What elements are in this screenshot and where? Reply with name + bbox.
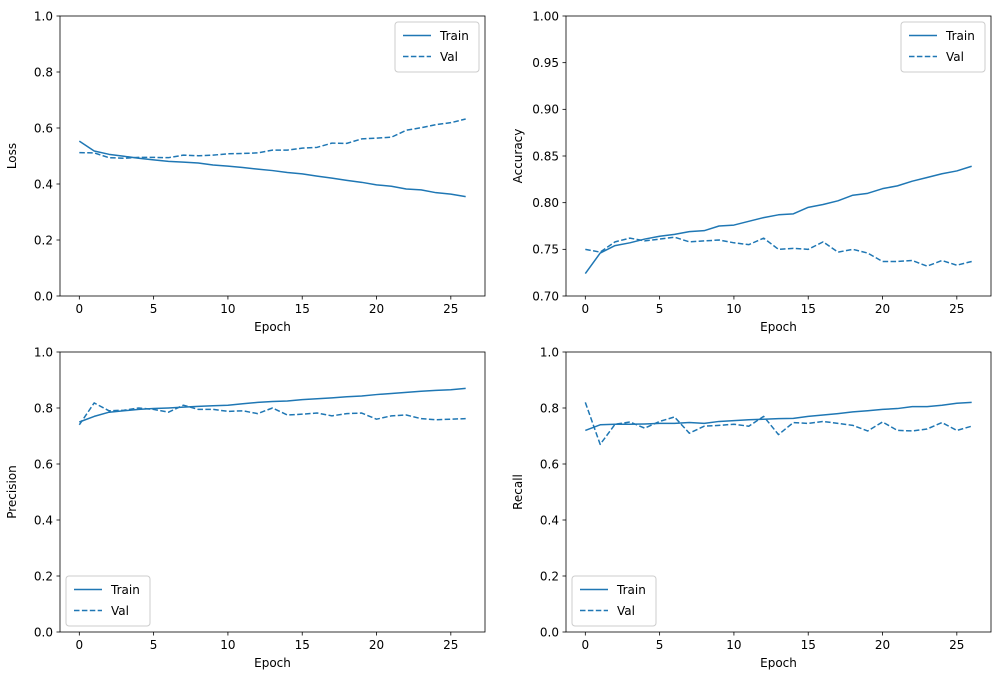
- y-tick-label: 0.85: [532, 149, 559, 163]
- legend-label-train: Train: [945, 29, 975, 43]
- x-tick-label: 15: [295, 638, 310, 652]
- series-line-val: [584, 402, 972, 446]
- y-tick-label: 0.2: [540, 569, 559, 583]
- legend-box: [394, 21, 480, 73]
- legend-label-val: Val: [440, 50, 458, 64]
- y-tick-label: 0.2: [34, 233, 53, 247]
- y-tick-label: 0.6: [540, 457, 559, 471]
- x-tick-label: 10: [726, 638, 741, 652]
- y-tick-label: 1.0: [34, 345, 53, 359]
- x-axis-label: Epoch: [760, 656, 797, 670]
- y-tick-label: 0.0: [540, 625, 559, 639]
- legend-label-train: Train: [110, 583, 140, 597]
- x-tick-label: 25: [949, 302, 964, 316]
- legend-box: [65, 575, 151, 627]
- x-tick-label: 15: [801, 638, 816, 652]
- x-tick-label: 5: [150, 302, 158, 316]
- x-tick-label: 0: [75, 638, 83, 652]
- y-tick-label: 0.95: [532, 56, 559, 70]
- x-tick-label: 15: [801, 302, 816, 316]
- x-tick-label: 20: [875, 302, 890, 316]
- legend-label-val: Val: [946, 50, 964, 64]
- x-tick-label: 5: [656, 638, 664, 652]
- y-axis-label: Precision: [5, 465, 19, 519]
- x-tick-label: 20: [875, 638, 890, 652]
- x-axis-label: Epoch: [760, 320, 797, 334]
- x-tick-label: 20: [369, 638, 384, 652]
- legend: Train Val: [65, 575, 151, 627]
- y-tick-label: 0.6: [34, 121, 53, 135]
- plot-frame: [565, 351, 992, 633]
- y-tick-label: 0.8: [34, 65, 53, 79]
- plot-frame: [59, 351, 486, 633]
- y-tick-label: 1.00: [532, 9, 559, 23]
- y-tick-label: 0.0: [34, 289, 53, 303]
- y-axis-label: Loss: [5, 143, 19, 169]
- y-tick-label: 0.4: [34, 177, 53, 191]
- precision-chart: 0 5 10 15 20 25 0.0 0.2 0.4 0.6 0.8 1.0 Epoch Precisi…: [5, 345, 486, 670]
- y-tick-label: 0.6: [34, 457, 53, 471]
- x-tick-label: 0: [75, 302, 83, 316]
- series-line-train: [78, 140, 466, 198]
- legend-label-val: Val: [111, 604, 129, 618]
- y-tick-label: 1.0: [540, 345, 559, 359]
- y-tick-label: 0.2: [34, 569, 53, 583]
- y-tick-label: 0.8: [34, 401, 53, 415]
- legend-label-train: Train: [616, 583, 646, 597]
- plot-frame: [59, 15, 486, 297]
- recall-chart: 0 5 10 15 20 25 0.0 0.2 0.4 0.6 0.8 1.0 Epoch Recall T…: [511, 345, 992, 670]
- y-tick-label: 1.0: [34, 9, 53, 23]
- x-tick-label: 10: [220, 302, 235, 316]
- y-tick-label: 0.90: [532, 103, 559, 117]
- x-tick-label: 25: [443, 638, 458, 652]
- accuracy-chart: 0 5 10 15 20 25 0.70 0.75 0.80 0.85 0.90 0.95 1.00 Ep…: [511, 9, 992, 334]
- loss-chart: 0 5 10 15 20 25 0.0 0.2 0.4 0.6 0.8 1.0 Epoch Loss Tra…: [5, 9, 486, 334]
- x-tick-label: 25: [443, 302, 458, 316]
- x-tick-label: 25: [949, 638, 964, 652]
- y-tick-label: 0.75: [532, 243, 559, 257]
- series-line-train: [584, 165, 972, 275]
- x-tick-label: 20: [369, 302, 384, 316]
- x-tick-label: 10: [220, 638, 235, 652]
- y-tick-label: 0.80: [532, 196, 559, 210]
- legend-box: [900, 21, 986, 73]
- x-tick-label: 15: [295, 302, 310, 316]
- x-axis-label: Epoch: [254, 656, 291, 670]
- x-tick-label: 5: [656, 302, 664, 316]
- legend: Train Val: [900, 21, 986, 73]
- x-tick-label: 0: [581, 638, 589, 652]
- y-tick-label: 0.4: [540, 513, 559, 527]
- legend-box: [571, 575, 657, 627]
- legend: Train Val: [394, 21, 480, 73]
- legend-label-val: Val: [617, 604, 635, 618]
- x-tick-label: 0: [581, 302, 589, 316]
- series-line-train: [79, 387, 466, 423]
- y-tick-label: 0.0: [34, 625, 53, 639]
- x-tick-label: 5: [150, 638, 158, 652]
- legend: Train Val: [571, 575, 657, 627]
- x-axis-label: Epoch: [254, 320, 291, 334]
- y-tick-label: 0.70: [532, 289, 559, 303]
- series-line-val: [585, 236, 972, 267]
- y-axis-label: Recall: [511, 474, 525, 510]
- legend-label-train: Train: [439, 29, 469, 43]
- y-tick-label: 0.8: [540, 401, 559, 415]
- series-line-val: [78, 402, 466, 426]
- series-line-train: [585, 401, 972, 432]
- x-tick-label: 10: [726, 302, 741, 316]
- y-tick-label: 0.4: [34, 513, 53, 527]
- y-axis-label: Accuracy: [511, 129, 525, 184]
- series-line-val: [79, 118, 466, 159]
